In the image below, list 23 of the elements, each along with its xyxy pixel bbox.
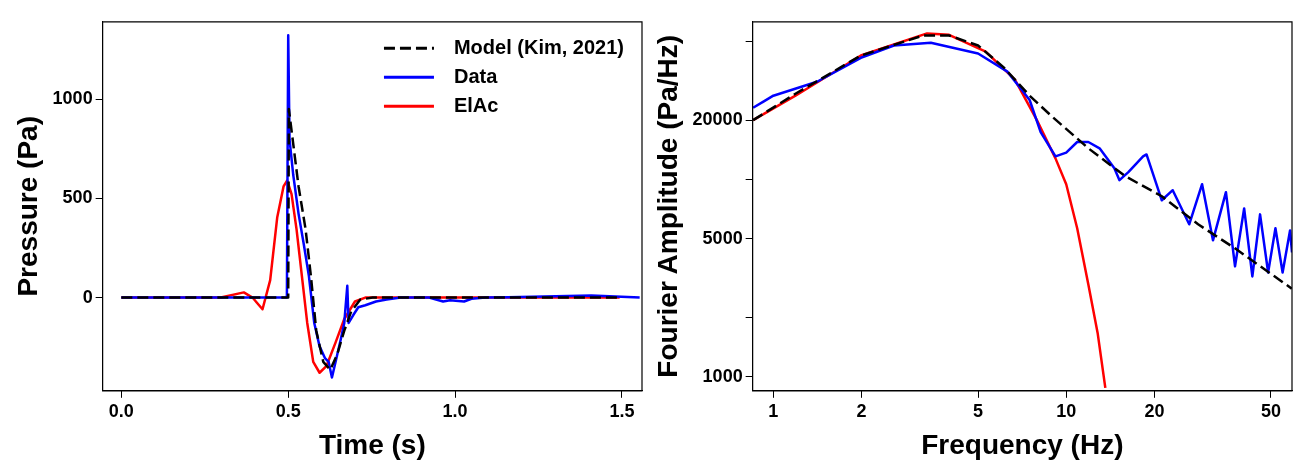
- y-tick-label: 1000: [702, 365, 743, 386]
- x-tick-label: 0.0: [108, 400, 134, 421]
- y-tick-label: 500: [62, 187, 93, 208]
- x-axis-title: Time (s): [318, 428, 426, 460]
- y-axis-title: Fourier Amplitude (Pa/Hz): [651, 34, 683, 378]
- x-tick-label: 1.5: [609, 400, 635, 421]
- y-tick-label: 20000: [692, 109, 743, 130]
- x-tick-label: 0.5: [275, 400, 301, 421]
- y-tick-label: 0: [82, 286, 93, 307]
- y-axis-title: Pressure (Pa): [11, 116, 43, 297]
- x-tick-label: 1.0: [442, 400, 468, 421]
- x-tick-label: 5: [973, 400, 984, 421]
- legend-label: Model (Kim, 2021): [453, 35, 625, 58]
- x-tick-label: 2: [856, 400, 867, 421]
- x-tick-label: 50: [1260, 400, 1281, 421]
- x-tick-label: 20: [1144, 400, 1165, 421]
- legend-label: ElAc: [453, 93, 499, 116]
- legend-label: Data: [453, 64, 499, 87]
- x-tick-label: 1: [768, 400, 779, 421]
- y-tick-label: 1000: [52, 88, 93, 109]
- x-axis-title: Frequency (Hz): [921, 428, 1124, 460]
- y-tick-label: 5000: [702, 227, 743, 248]
- x-tick-label: 10: [1056, 400, 1077, 421]
